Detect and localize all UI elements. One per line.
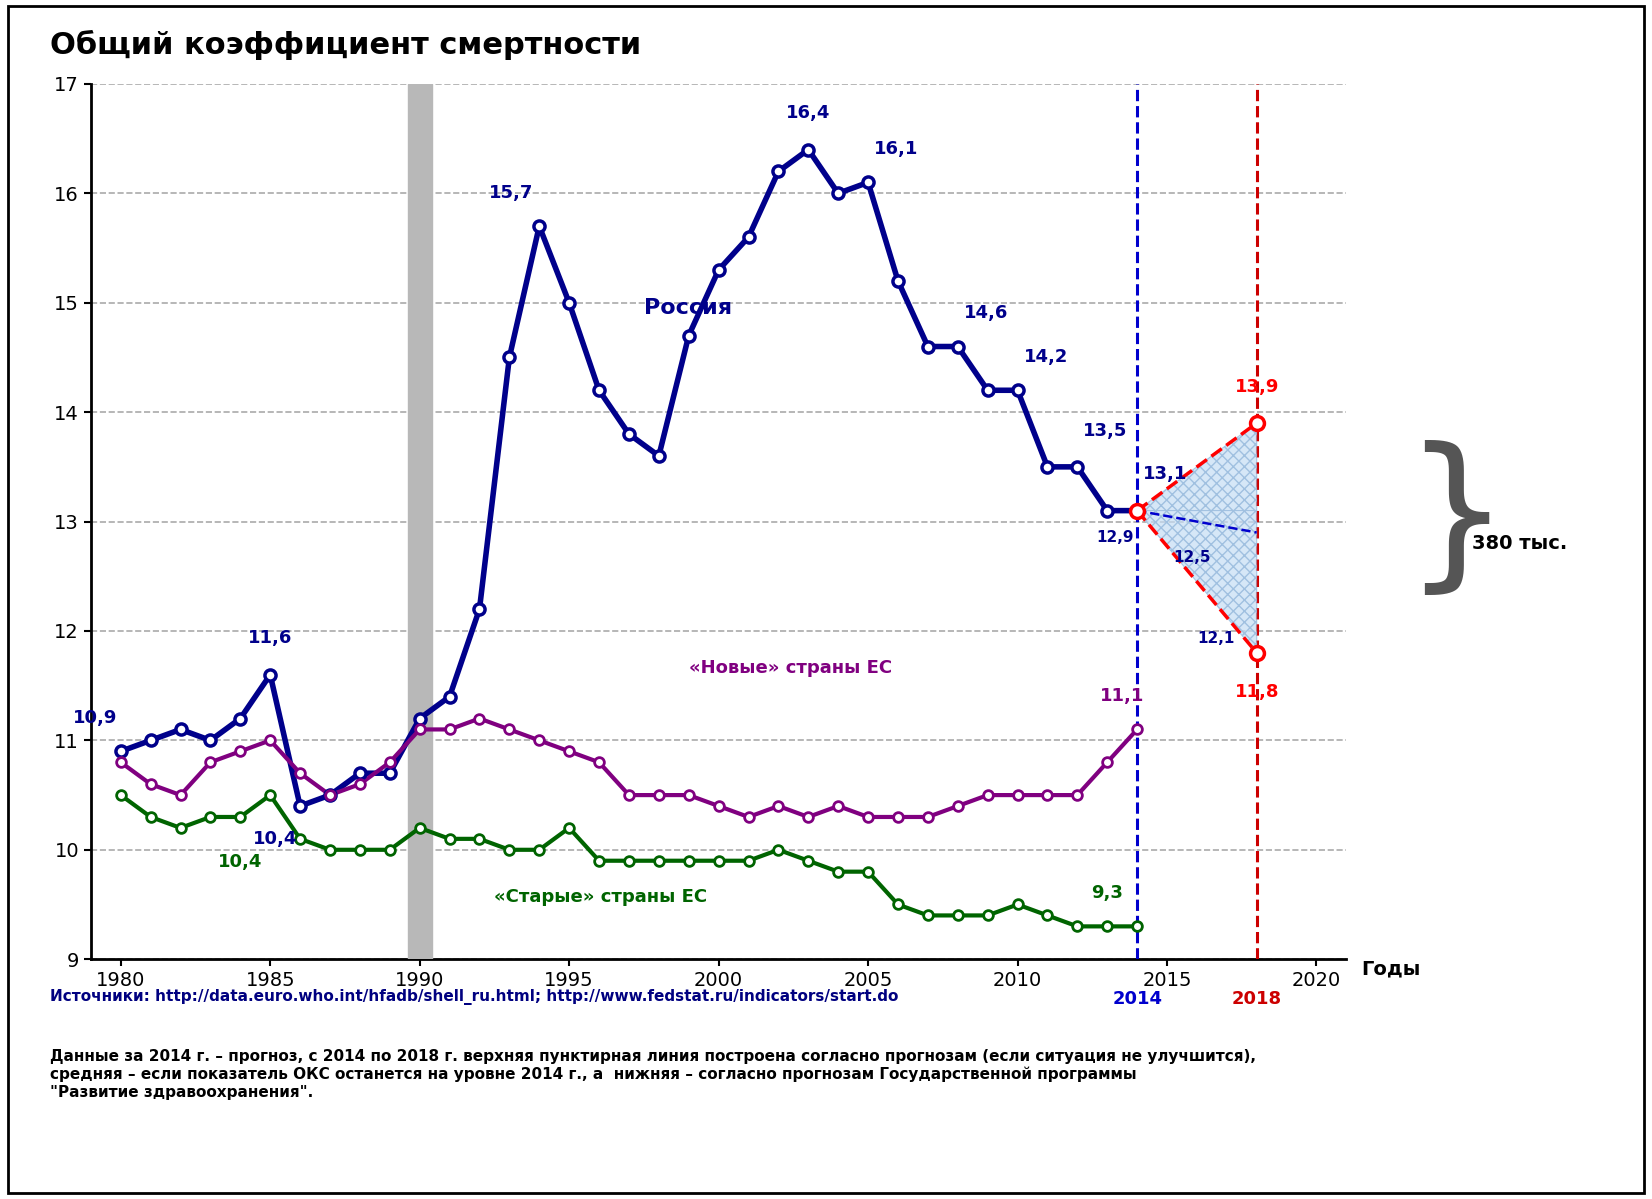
Text: 10,9: 10,9 [73,710,117,728]
Text: «Старые» страны ЕС: «Старые» страны ЕС [494,888,707,906]
Text: «Новые» страны ЕС: «Новые» страны ЕС [689,658,892,676]
Text: Данные за 2014 г. – прогноз, с 2014 по 2018 г. верхняя пунктирная линия построен: Данные за 2014 г. – прогноз, с 2014 по 2… [50,1049,1256,1099]
Text: 13,9: 13,9 [1234,378,1279,396]
Text: 2018: 2018 [1232,990,1282,1008]
Bar [408,84,431,959]
Text: 12,9: 12,9 [1097,530,1135,546]
Text: 11,8: 11,8 [1234,683,1279,701]
Text: 12,1: 12,1 [1198,631,1234,646]
Text: }: } [1403,440,1508,603]
Text: 16,4: 16,4 [786,104,831,122]
Text: 9,3: 9,3 [1092,885,1123,903]
Text: 13,5: 13,5 [1084,422,1128,440]
Text: 12,5: 12,5 [1173,550,1211,566]
Text: 10,4: 10,4 [218,852,263,872]
Polygon shape [1137,511,1257,653]
Text: 14,6: 14,6 [963,305,1008,323]
Text: Россия: Россия [644,297,732,318]
Text: Общий коэффициент смертности: Общий коэффициент смертности [50,30,641,60]
Text: 13,1: 13,1 [1143,465,1188,483]
Polygon shape [1137,423,1257,511]
Text: 10,4: 10,4 [253,830,297,848]
Text: 16,1: 16,1 [874,140,919,158]
Text: 11,1: 11,1 [1100,687,1145,705]
Text: 11,6: 11,6 [248,629,292,647]
Text: 2014: 2014 [1112,990,1161,1008]
Text: Годы: Годы [1361,959,1421,978]
Text: 14,2: 14,2 [1024,348,1067,366]
Text: Источники: http://data.euro.who.int/hfadb/shell_ru.html; http://www.fedstat.ru/i: Источники: http://data.euro.who.int/hfad… [50,989,899,1005]
Text: 380 тыс.: 380 тыс. [1472,534,1568,553]
Text: 15,7: 15,7 [489,185,534,203]
